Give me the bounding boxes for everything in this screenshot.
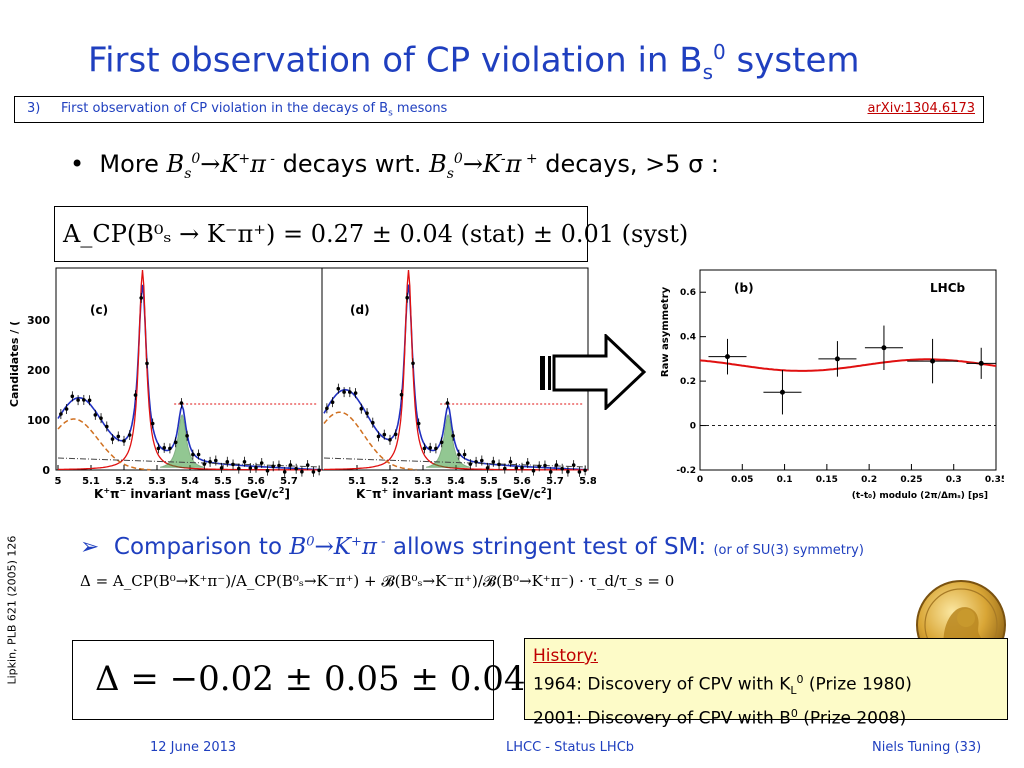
asym-xtick-label: 0.35 [985, 475, 1004, 485]
asym-xtick-label: 0.2 [861, 475, 877, 485]
lhcb-label: LHCb [930, 281, 965, 295]
xtick-label: 5.1 [348, 476, 366, 487]
xtick-label: 5.7 [546, 476, 564, 487]
asym-xtick-label: 0.05 [731, 475, 753, 485]
xtick-label: 5.5 [480, 476, 498, 487]
bullet-comparison: ➢ Comparison to B0→K+π - allows stringen… [80, 534, 864, 560]
signal-curve [324, 269, 588, 471]
asym-ytick-label: 0 [690, 422, 696, 432]
asym-ytick-label: 0.6 [680, 288, 696, 298]
arrow-right-icon [540, 334, 647, 410]
bs-signal-area [159, 414, 205, 468]
asymmetry-ylabel: Raw asymmetry [660, 286, 671, 377]
fit-curves-panel-d [323, 269, 589, 477]
fit-curves-panel-c [57, 269, 323, 477]
bullet-more-decays: • More Bs0→K+π - decays wrt. Bs0→K-π + d… [70, 150, 720, 182]
xtick-label: 5 [55, 476, 62, 487]
signal-curve [58, 269, 322, 471]
total-fit-curve [57, 284, 323, 471]
asym-data-point [978, 360, 984, 366]
delta-result-box: Δ = −0.02 ± 0.05 ± 0.04 [72, 640, 525, 720]
xtick-label: 5.4 [447, 476, 465, 487]
data-points [708, 325, 996, 415]
xtick-label: 5.4 [181, 476, 199, 487]
xtick-label: 5.7 [280, 476, 298, 487]
fit-curve [699, 358, 997, 372]
footer-title: LHCC - Status LHCb [506, 740, 635, 755]
xtick-label: 5.1 [82, 476, 100, 487]
asym-xtick-label: 0.3 [946, 475, 962, 485]
panel-label-c: (c) [90, 303, 108, 317]
xtick-label: 5.8 [579, 476, 596, 487]
xtick-label: 5.5 [214, 476, 232, 487]
asym-data-point [881, 345, 887, 351]
asym-xtick-label: 0.15 [816, 475, 838, 485]
asymmetry-plot-frame [699, 269, 997, 471]
mass-plots-cd: 0 100 200 300 Candidates / ( (c) (d) 5 5.… [8, 267, 596, 501]
total-fit-curve [323, 284, 589, 471]
footer-author-page: Niels Tuning (33) [872, 740, 982, 755]
history-line-2001: 2001: Discovery of CPV with B0 (Prize 20… [533, 707, 907, 729]
asymmetry-plot: -0.200.20.40.6 0 0.05 0.1 0.15 0.2 0.25 0.3 0.3… [660, 269, 1004, 501]
reference-text: First observation of CP violation in the… [61, 101, 448, 119]
partial-bkg-curve [57, 418, 151, 471]
delta-definition: Δ = A_CP(B⁰→K⁺π⁻)/A_CP(B⁰ₛ→K⁻π⁺) + 𝓑(B⁰ₛ… [80, 572, 675, 590]
history-box: History: 1964: Discovery of CPV with KL0… [524, 638, 1008, 729]
mass-plot-ylabel: Candidates / ( [8, 321, 21, 407]
xlabel-panel-d: K−π+ invariant mass [GeV/c2] [356, 486, 552, 501]
panel-label-b: (b) [734, 281, 754, 295]
xtick-label: 5.3 [414, 476, 432, 487]
xtick-label: 5.6 [513, 476, 531, 487]
bs-signal-area [425, 414, 471, 468]
asym-data-point [930, 358, 936, 364]
delta-result: Δ = −0.02 ± 0.05 ± 0.04 [95, 659, 526, 699]
acp-result-box: A_CP(B⁰ₛ → K⁻π⁺) = 0.27 ± 0.04 (stat) ± … [54, 206, 688, 262]
ytick-label: 0 [42, 464, 50, 477]
side-citation: Lipkin, PLB 621 (2005) 126 [5, 535, 19, 685]
asymmetry-xlabel: (t-t₀) modulo (2π/Δmₛ) [ps] [852, 491, 988, 501]
slide-title: First observation of CP violation in Bs0… [88, 40, 860, 85]
asym-data-point [834, 356, 840, 362]
reference-number: 3) [27, 101, 41, 116]
footer-date: 12 June 2013 [150, 740, 237, 755]
history-heading: History: [533, 646, 598, 666]
history-line-1964: 1964: Discovery of CPV with KL0 (Prize 1… [533, 673, 912, 698]
acp-result-formula: A_CP(B⁰ₛ → K⁻π⁺) = 0.27 ± 0.04 (stat) ± … [63, 220, 689, 248]
xtick-label: 5.6 [247, 476, 265, 487]
asym-ytick-label: -0.2 [676, 466, 696, 476]
ytick-label: 100 [27, 414, 50, 427]
asym-data-point [724, 354, 730, 360]
xtick-label: 5.2 [381, 476, 399, 487]
xlabel-panel-c: K+π− invariant mass [GeV/c2] [94, 486, 290, 501]
asym-ytick-label: 0.2 [680, 377, 696, 387]
ytick-label: 300 [27, 314, 50, 327]
asym-data-point [779, 389, 785, 395]
panel-label-d: (d) [350, 303, 370, 317]
arxiv-link[interactable]: arXiv:1304.6173 [867, 101, 976, 116]
asym-xtick-label: 0.1 [777, 475, 793, 485]
asym-xtick-label: 0.25 [900, 475, 922, 485]
mass-plot-yticks: 0 100 200 300 [27, 314, 50, 477]
asym-ytick-label: 0.4 [680, 333, 696, 343]
asym-xtick-label: 0 [697, 475, 703, 485]
xtick-label: 5.2 [115, 476, 133, 487]
ytick-label: 200 [27, 364, 50, 377]
partial-bkg-curve [323, 411, 417, 471]
reference-box: 3) First observation of CP violation in … [14, 96, 984, 123]
asymmetry-xticks: 0 0.05 0.1 0.15 0.2 0.25 0.3 0.35 [697, 464, 1004, 485]
xtick-label: 5.3 [148, 476, 166, 487]
